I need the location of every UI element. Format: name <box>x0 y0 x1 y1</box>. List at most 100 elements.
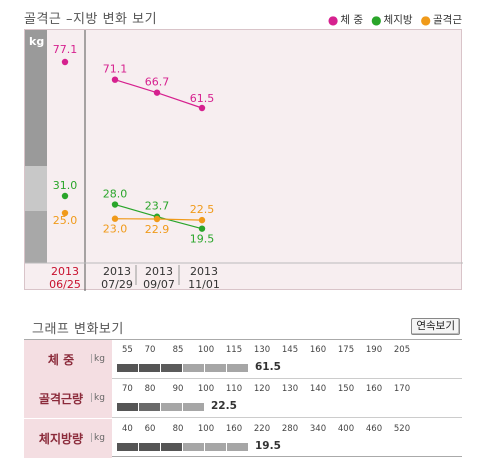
x-tick-date: 09/07 <box>143 278 175 291</box>
scale-tick: 70 <box>122 384 133 395</box>
value-bar-segment <box>117 403 138 412</box>
x-tick-date: 11/01 <box>188 278 220 291</box>
data-label: 23.0 <box>103 223 128 236</box>
data-point <box>111 215 119 222</box>
unit-separator: | <box>90 354 94 364</box>
unit-text: kg <box>94 432 105 443</box>
data-label: 66.7 <box>145 76 170 89</box>
scale-tick: 145 <box>281 345 299 355</box>
scale-tick: 100 <box>197 423 215 434</box>
axis-bar-band <box>25 166 47 211</box>
value-bar <box>117 403 205 412</box>
legend-label: 체 중 <box>340 14 364 26</box>
slideshow-button[interactable]: 연속보기 <box>411 318 460 335</box>
legend-label: 체지방 <box>383 14 413 26</box>
unit-separator: | <box>90 393 94 404</box>
value-bar-segment <box>161 364 182 372</box>
scale-tick: 460 <box>365 423 383 434</box>
row-label: 골격근량 |kg <box>24 379 112 419</box>
data-label: 19.5 <box>190 233 215 246</box>
x-tick-date: 07/29 <box>101 278 133 291</box>
scale-tick: 80 <box>172 423 184 434</box>
value-bar-segment <box>183 442 204 451</box>
scale-tick: 170 <box>393 384 411 395</box>
scale-tick: 340 <box>309 423 327 434</box>
x-tick-year: 2013 <box>190 265 218 278</box>
table-row: 골격근량 |kg 70 80 90 100 110 120 130 140 150 160 170 22.… <box>24 379 462 419</box>
legend-item-muscle: ● 골격근 <box>421 12 462 27</box>
scale-tick: 55 <box>122 345 133 355</box>
y-unit-label: kg <box>29 35 44 48</box>
x-tick-year: 2013 <box>51 265 79 278</box>
data-label: 23.7 <box>145 200 170 213</box>
value-bar-segment <box>227 442 248 451</box>
scale-tick: 80 <box>144 384 156 395</box>
row-label: 체 중 |kg <box>24 340 112 379</box>
value-bar <box>117 364 249 372</box>
data-label: 61.5 <box>190 92 215 105</box>
scale-tick: 205 <box>393 345 411 355</box>
data-point <box>61 192 69 200</box>
unit-separator: | <box>90 432 94 443</box>
line-chart: kg 2013 06/25 2013 07/29 2013 09/07 2013 11/01 77… <box>24 29 463 291</box>
legend-dot-icon: ● <box>327 12 339 27</box>
value-bar-segment <box>139 442 160 451</box>
data-point <box>153 215 161 223</box>
scale-tick: 520 <box>393 423 411 434</box>
data-label: 77.1 <box>53 43 78 56</box>
bar-graph-table: 체 중 |kg 55 70 85 100 115 130 145 160 175 190 205 61.5… <box>24 339 462 458</box>
unit-label: |kg <box>90 354 105 364</box>
data-point <box>111 76 119 83</box>
x-tick-year: 2013 <box>145 265 173 278</box>
unit-label: |kg <box>90 393 105 403</box>
data-point <box>198 104 206 112</box>
value-bar-segment <box>117 364 138 372</box>
row-label: 체지방량 |kg <box>24 418 112 458</box>
scale-tick: 175 <box>337 345 355 355</box>
value-bar-segment <box>183 403 204 412</box>
value-bar-segment <box>205 442 226 451</box>
scale-ticks: 55 70 85 100 115 130 145 160 175 190 205 <box>120 345 420 357</box>
scale-ticks: 40 60 80 100 160 220 280 340 400 460 520 <box>120 424 420 436</box>
scale-tick: 100 <box>197 384 215 395</box>
legend-item-weight: ● 체 중 <box>328 12 363 27</box>
data-label: 28.0 <box>103 188 128 201</box>
data-point <box>198 225 206 232</box>
data-label: 71.1 <box>103 63 128 76</box>
scale-tick: 70 <box>144 345 156 355</box>
data-label: 25.0 <box>53 214 78 227</box>
scale-tick: 140 <box>309 384 327 395</box>
x-tick-date: 06/25 <box>49 278 81 291</box>
chart-header: 골격근 –지방 변화 보기 ● 체 중 ● 체지방 ● 골격근 <box>24 0 462 30</box>
data-label: 22.9 <box>145 223 170 236</box>
data-point <box>198 216 206 224</box>
scale-tick: 400 <box>337 423 355 434</box>
value-bar-segment <box>183 364 204 372</box>
row-label-text: 골격근량 <box>38 392 84 407</box>
row-label-text: 체지방량 <box>38 431 84 446</box>
scale-tick: 160 <box>309 345 327 355</box>
legend-label: 골격근 <box>433 14 462 26</box>
value-bar <box>117 442 249 451</box>
value-bar-segment <box>205 364 226 372</box>
chart-legend: ● 체 중 ● 체지방 ● 골격근 <box>328 12 462 27</box>
scale-tick: 60 <box>144 423 156 434</box>
legend-item-body-fat: ● 체지방 <box>371 12 412 27</box>
value-label: 61.5 <box>255 361 281 373</box>
legend-dot-icon: ● <box>420 12 432 27</box>
scale-tick: 130 <box>281 384 299 395</box>
scale-tick: 120 <box>253 384 271 395</box>
data-point <box>111 201 119 208</box>
data-point <box>61 58 69 66</box>
page-title: 골격근 –지방 변화 보기 <box>24 12 158 27</box>
scale-tick: 150 <box>337 384 355 395</box>
axis-bar-band <box>25 211 47 263</box>
value-bar-segment <box>139 364 160 372</box>
data-point <box>61 209 69 217</box>
line-chart-svg: kg201306/25201307/29201309/07201311/0177… <box>25 30 463 291</box>
unit-text: kg <box>94 393 105 404</box>
scale-tick: 190 <box>365 345 383 355</box>
value-bar-segment <box>161 442 182 451</box>
scale-ticks: 70 80 90 100 110 120 130 140 150 160 170 <box>120 384 420 396</box>
scale-tick: 115 <box>225 345 243 355</box>
